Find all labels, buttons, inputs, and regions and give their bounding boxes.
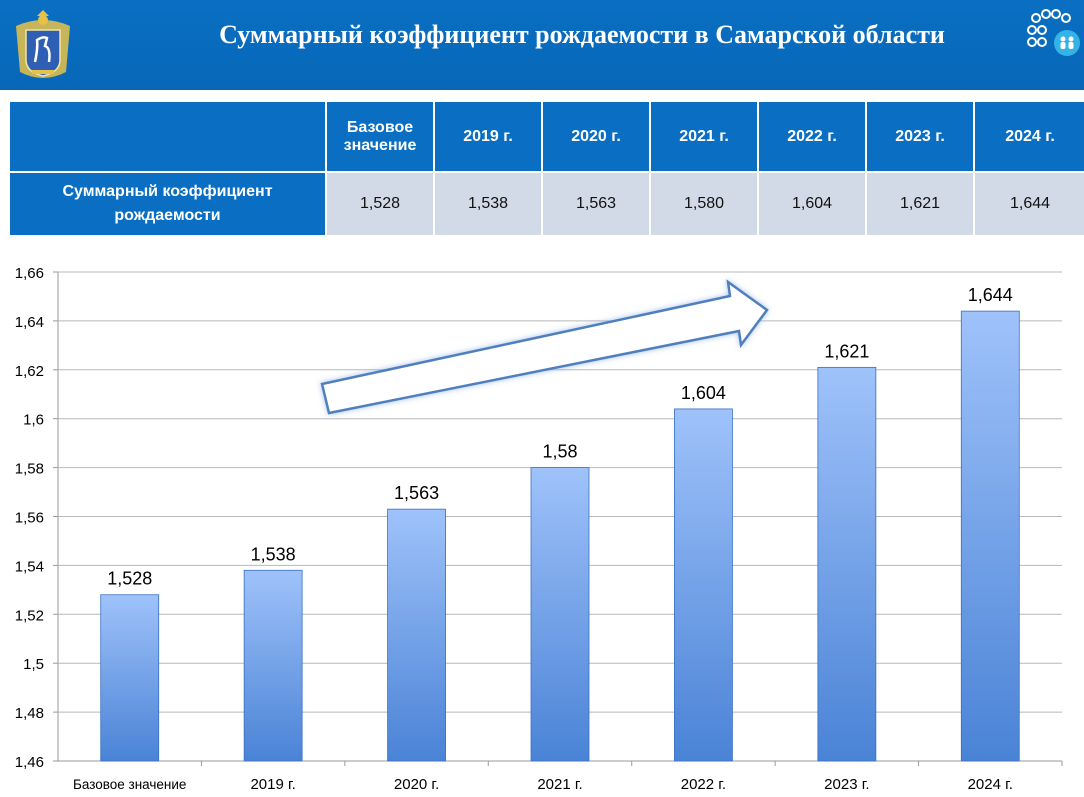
cell-base: 1,528 — [325, 171, 435, 237]
data-label: 1,563 — [394, 483, 439, 503]
row-label-text: Суммарный коэффициент рождаемости — [62, 183, 273, 224]
column-header-2022: 2022 г. — [757, 100, 867, 173]
x-tick-label: 2019 г. — [250, 776, 295, 793]
x-tick-label: 2022 г. — [681, 776, 726, 793]
table-header-row: Базовое значение 2019 г. 2020 г. 2021 г.… — [8, 100, 1084, 173]
cell-2023: 1,621 — [865, 171, 975, 237]
bar — [960, 310, 1020, 762]
row-label: Суммарный коэффициент рождаемости — [8, 171, 327, 237]
column-header-base: Базовое значение — [325, 100, 435, 173]
trend-arrow — [320, 279, 769, 415]
indicator-table: Базовое значение 2019 г. 2020 г. 2021 г.… — [8, 100, 1084, 237]
x-tick-label: 2023 г. — [824, 776, 869, 793]
bar — [100, 594, 160, 762]
data-label: 1,604 — [681, 383, 726, 403]
column-header-2024: 2024 г. — [973, 100, 1084, 173]
column-header-2023: 2023 г. — [865, 100, 975, 173]
x-tick-label: 2021 г. — [537, 776, 582, 793]
x-tick-label: 2020 г. — [394, 776, 439, 793]
birth-rate-bar-chart: 1,46 1,48 1,5 1,52 1,54 1,56 1,58 1,6 1,62 1,64 1,… — [15, 265, 1063, 793]
header-bar: Суммарный коэффициент рождаемости в Сама… — [0, 0, 1084, 90]
bar — [817, 366, 877, 762]
y-tick-label: 1,5 — [23, 656, 44, 673]
data-label: 1,538 — [251, 544, 296, 564]
y-tick-label: 1,48 — [15, 705, 44, 722]
y-tick-label: 1,62 — [15, 363, 44, 380]
x-tick-label: Базовое значение — [73, 777, 186, 792]
y-tick-label: 1,46 — [15, 754, 44, 771]
y-tick-label: 1,52 — [15, 607, 44, 624]
cell-2021: 1,580 — [649, 171, 759, 237]
x-tick-label: 2024 г. — [968, 776, 1013, 793]
y-tick-label: 1,56 — [15, 510, 44, 527]
column-header-2021: 2021 г. — [649, 100, 759, 173]
page-title: Суммарный коэффициент рождаемости в Сама… — [219, 20, 945, 49]
y-tick-label: 1,64 — [15, 314, 44, 331]
samara-coat-of-arms-icon — [16, 10, 70, 78]
demography-logo-icon — [1027, 9, 1080, 56]
bar — [243, 569, 303, 762]
data-label: 1,528 — [107, 569, 152, 589]
cell-2020: 1,563 — [541, 171, 651, 237]
y-tick-label: 1,66 — [15, 265, 44, 282]
table-corner-cell — [8, 100, 327, 173]
cell-2022: 1,604 — [757, 171, 867, 237]
column-header-2019: 2019 г. — [433, 100, 543, 173]
y-tick-label: 1,54 — [15, 558, 44, 575]
y-tick-label: 1,58 — [15, 461, 44, 478]
bar — [530, 467, 590, 762]
data-label: 1,621 — [824, 341, 869, 361]
y-tick-label: 1,6 — [23, 412, 44, 429]
data-label: 1,58 — [542, 442, 577, 462]
bar — [387, 508, 446, 762]
column-header-2020: 2020 г. — [541, 100, 651, 173]
data-label: 1,644 — [968, 285, 1013, 305]
table-row: Суммарный коэффициент рождаемости 1,528 … — [8, 171, 1084, 237]
cell-2019: 1,538 — [433, 171, 543, 237]
bar — [674, 408, 733, 762]
cell-2024: 1,644 — [973, 171, 1084, 237]
